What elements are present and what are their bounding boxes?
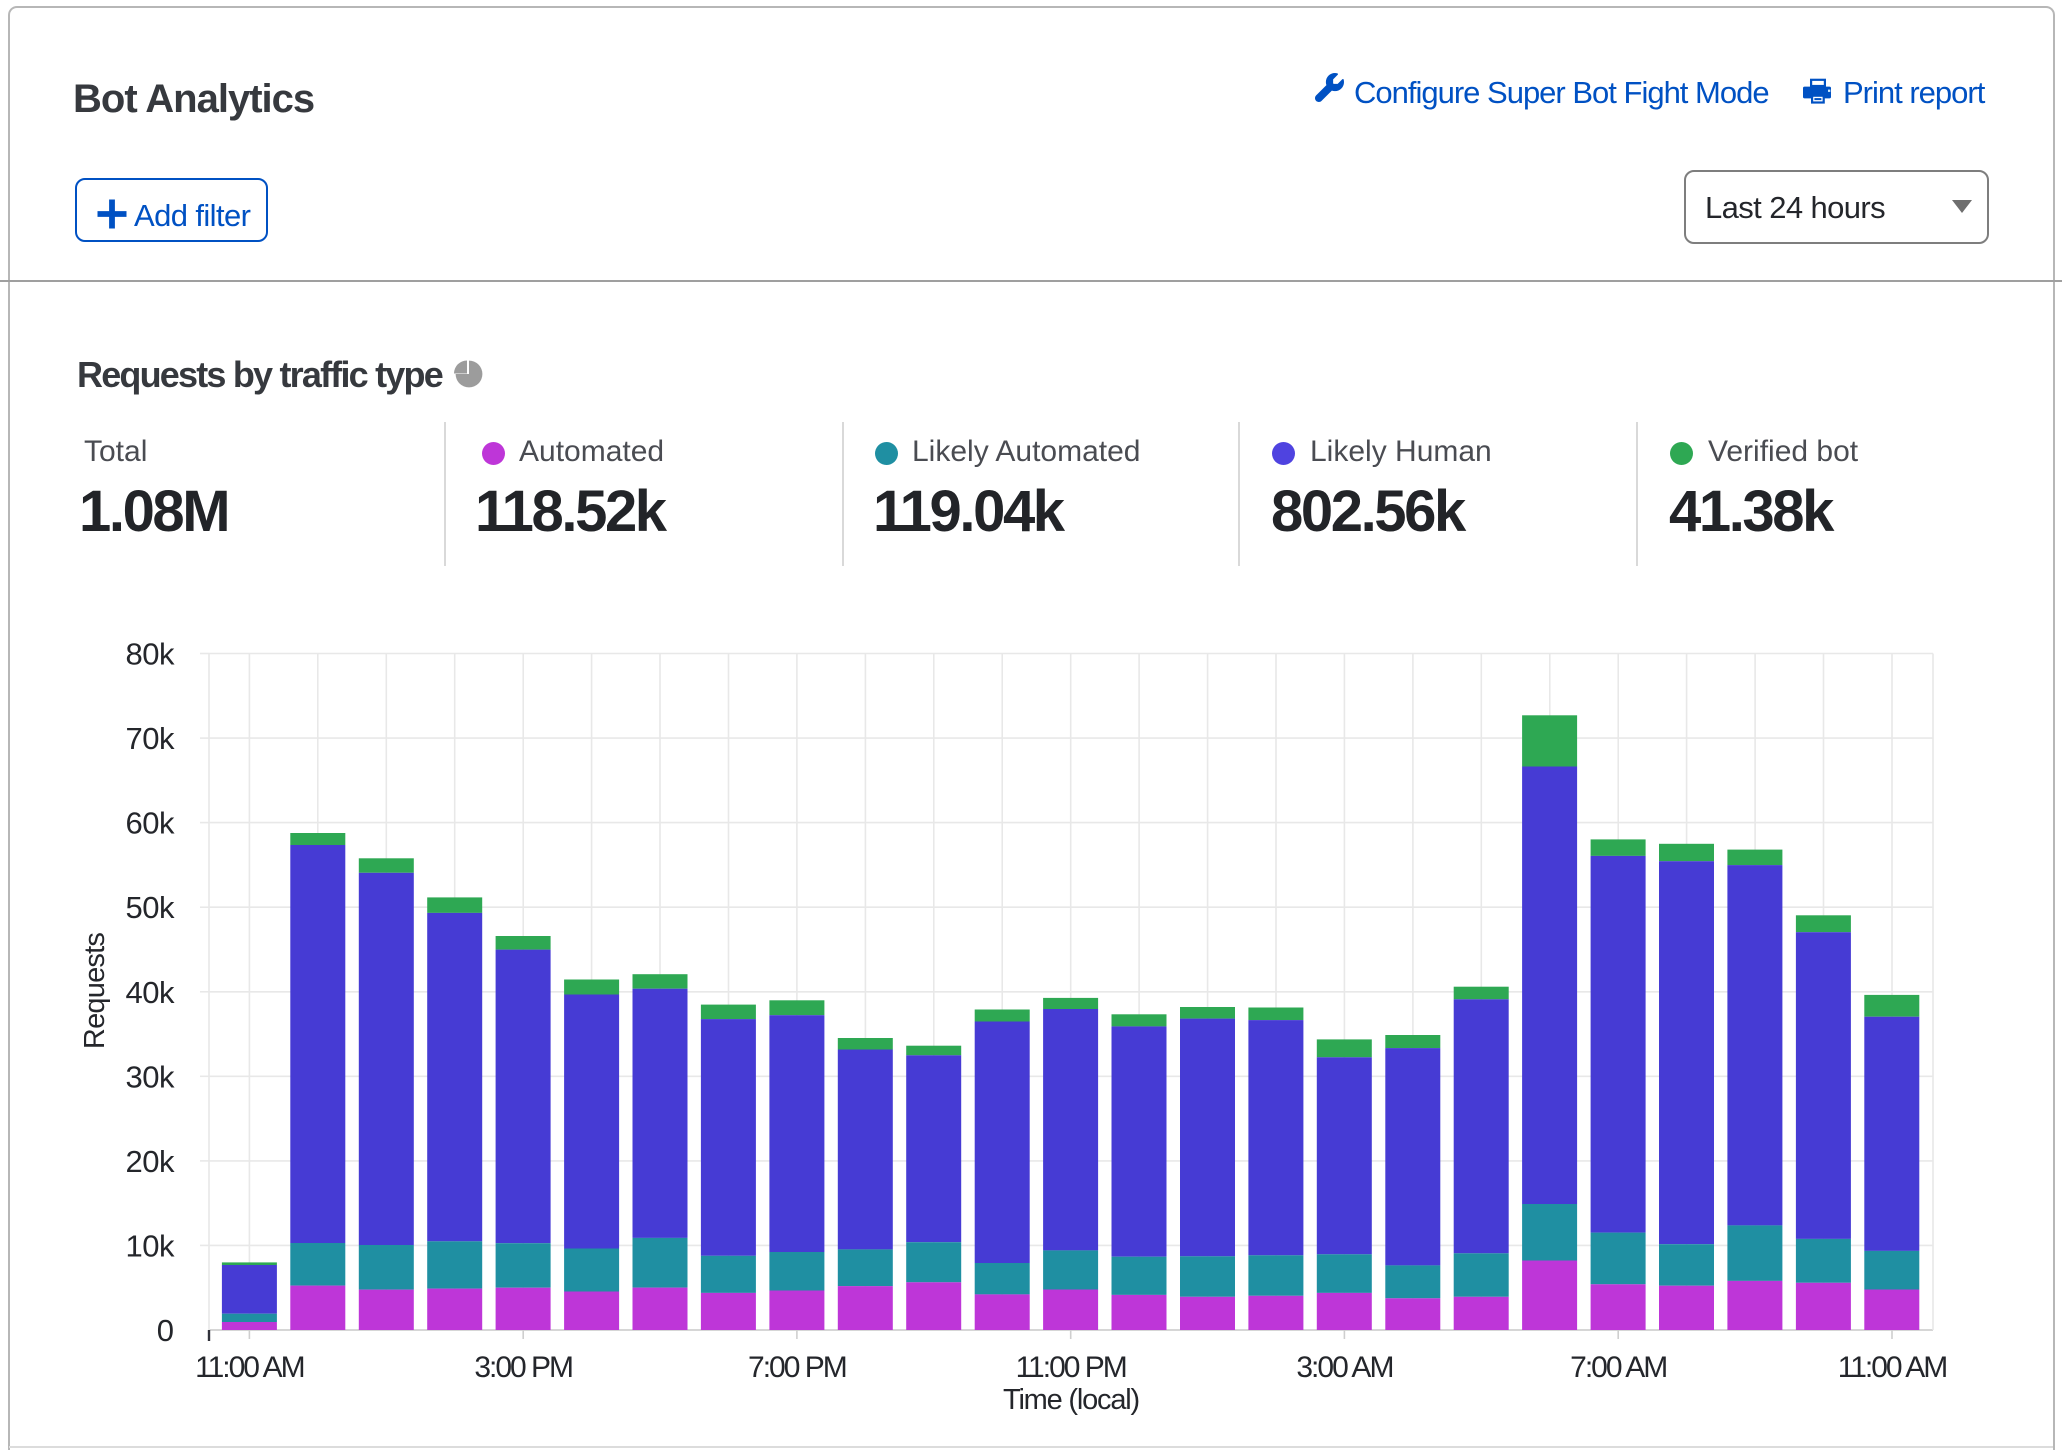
svg-text:7:00 AM: 7:00 AM xyxy=(1570,1351,1666,1384)
svg-text:60k: 60k xyxy=(126,806,175,841)
svg-text:11:00 PM: 11:00 PM xyxy=(1016,1351,1126,1384)
svg-text:50k: 50k xyxy=(126,890,175,925)
svg-text:10k: 10k xyxy=(126,1228,175,1263)
svg-text:0: 0 xyxy=(157,1313,174,1348)
svg-text:11:00 AM: 11:00 AM xyxy=(1838,1351,1947,1384)
svg-text:40k: 40k xyxy=(126,975,175,1010)
svg-text:3:00 PM: 3:00 PM xyxy=(474,1351,572,1384)
svg-text:3:00 AM: 3:00 AM xyxy=(1296,1351,1392,1384)
svg-text:Requests: Requests xyxy=(79,933,111,1049)
svg-text:80k: 80k xyxy=(126,637,175,672)
svg-text:30k: 30k xyxy=(126,1059,175,1094)
svg-text:Time (local): Time (local) xyxy=(1003,1384,1139,1416)
svg-text:70k: 70k xyxy=(126,721,175,756)
svg-text:20k: 20k xyxy=(126,1144,175,1179)
svg-text:7:00 PM: 7:00 PM xyxy=(748,1351,846,1384)
svg-text:11:00 AM: 11:00 AM xyxy=(195,1351,304,1384)
